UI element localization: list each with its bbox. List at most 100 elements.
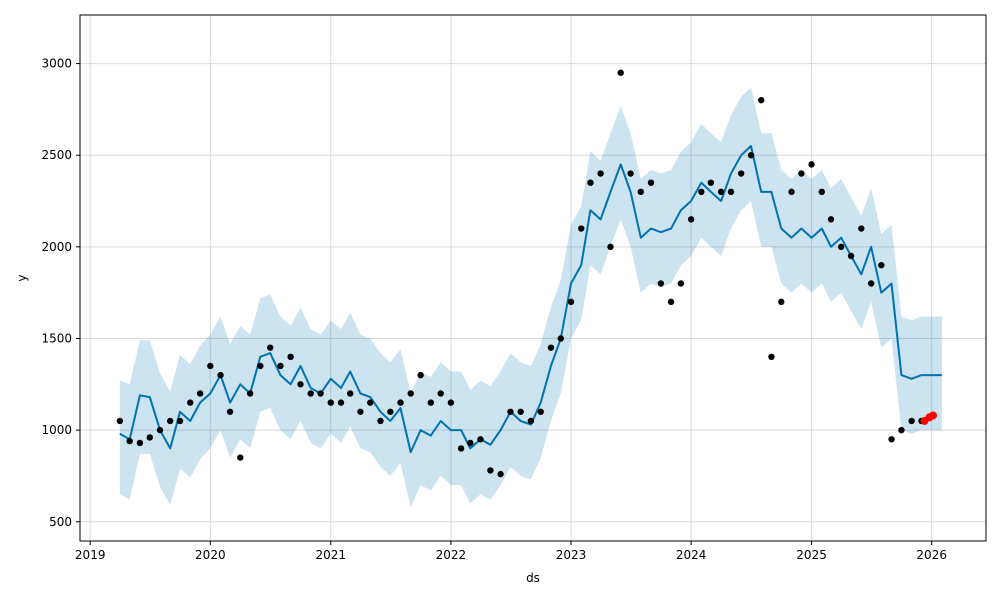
observed-point — [698, 188, 705, 196]
observed-point — [217, 371, 224, 379]
observed-point — [377, 417, 384, 425]
observed-point — [527, 417, 535, 425]
observed-point — [477, 436, 484, 443]
y-tick-label: 3000 — [41, 57, 72, 71]
observed-point — [196, 390, 204, 397]
x-tick-label: 2025 — [796, 548, 827, 562]
observed-point — [166, 417, 174, 425]
observed-point — [357, 408, 364, 415]
observed-point — [497, 470, 504, 478]
observed-point — [778, 298, 785, 306]
observed-point — [437, 390, 444, 397]
observed-point — [136, 439, 144, 447]
observed-point — [176, 417, 184, 425]
x-tick-label: 2026 — [916, 548, 947, 562]
grid — [80, 15, 986, 541]
observed-point — [317, 390, 324, 397]
observed-point — [267, 344, 274, 351]
observed-point — [367, 399, 374, 406]
observed-point — [447, 399, 455, 406]
observed-point — [237, 454, 244, 461]
x-axis-ticks: 2019 2020 2021 2022 2023 2024 2025 2026 — [75, 541, 947, 562]
observed-point — [717, 188, 725, 196]
observed-point — [587, 179, 594, 186]
observed-point — [677, 280, 685, 287]
observed-point — [517, 408, 524, 415]
observed-point — [277, 362, 284, 370]
observed-point — [908, 417, 915, 425]
observed-point — [116, 417, 124, 425]
observed-point — [687, 216, 695, 223]
y-axis-ticks: 500 1000 1500 2000 2500 3000 — [41, 57, 80, 529]
observed-point — [246, 390, 254, 397]
observed-point — [808, 161, 815, 168]
observed-point — [187, 399, 194, 406]
observed-point — [467, 439, 474, 447]
observed-points-layer — [116, 69, 925, 478]
observed-point — [847, 252, 855, 260]
observed-point — [287, 353, 294, 361]
observed-point — [207, 362, 214, 370]
x-tick-label: 2021 — [315, 548, 346, 562]
observed-point — [747, 152, 755, 159]
x-tick-label: 2020 — [195, 548, 226, 562]
observed-point — [727, 188, 735, 196]
recent-point — [929, 411, 938, 420]
observed-point — [487, 467, 494, 474]
y-axis-label: y — [15, 274, 29, 281]
observed-point — [788, 188, 795, 196]
recent-points-layer — [920, 411, 938, 425]
uncertainty-band — [119, 87, 942, 508]
forecast-line-layer — [119, 145, 942, 454]
observed-point — [327, 399, 334, 406]
observed-point — [617, 69, 624, 76]
observed-point — [597, 170, 604, 177]
observed-point — [567, 298, 575, 306]
observed-point — [898, 426, 905, 434]
observed-point — [647, 179, 655, 186]
observed-point — [578, 225, 585, 232]
y-tick-label: 1000 — [41, 423, 72, 437]
observed-point — [226, 408, 234, 415]
observed-point — [307, 390, 314, 397]
observed-point — [837, 243, 845, 251]
observed-point — [768, 353, 775, 361]
observed-point — [888, 436, 895, 443]
observed-point — [126, 437, 133, 445]
observed-point — [798, 170, 805, 177]
observed-point — [397, 399, 404, 406]
observed-point — [547, 344, 555, 351]
observed-point — [758, 97, 765, 104]
observed-point — [407, 390, 414, 397]
observed-point — [557, 335, 565, 342]
x-tick-label: 2023 — [556, 548, 587, 562]
y-tick-label: 500 — [49, 515, 72, 529]
observed-point — [878, 261, 885, 269]
plot-frame — [79, 14, 987, 542]
uncertainty-band-layer — [119, 87, 942, 508]
observed-point — [457, 445, 465, 452]
observed-point — [637, 188, 644, 196]
observed-point — [346, 390, 354, 397]
observed-point — [297, 381, 304, 388]
observed-point — [507, 408, 514, 415]
x-tick-label: 2024 — [676, 548, 707, 562]
observed-point — [417, 371, 424, 379]
y-tick-label: 2500 — [41, 148, 72, 162]
observed-point — [707, 179, 715, 186]
observed-point — [627, 170, 634, 177]
forecast-line — [119, 145, 942, 454]
y-tick-label: 2000 — [41, 240, 72, 254]
observed-point — [667, 298, 675, 306]
observed-point — [867, 280, 875, 287]
observed-point — [427, 399, 435, 406]
x-tick-label: 2019 — [75, 548, 106, 562]
observed-point — [737, 170, 745, 177]
observed-point — [607, 243, 614, 251]
observed-point — [257, 362, 264, 370]
x-axis-label: ds — [526, 571, 540, 585]
observed-point — [156, 426, 164, 434]
observed-point — [337, 399, 345, 406]
